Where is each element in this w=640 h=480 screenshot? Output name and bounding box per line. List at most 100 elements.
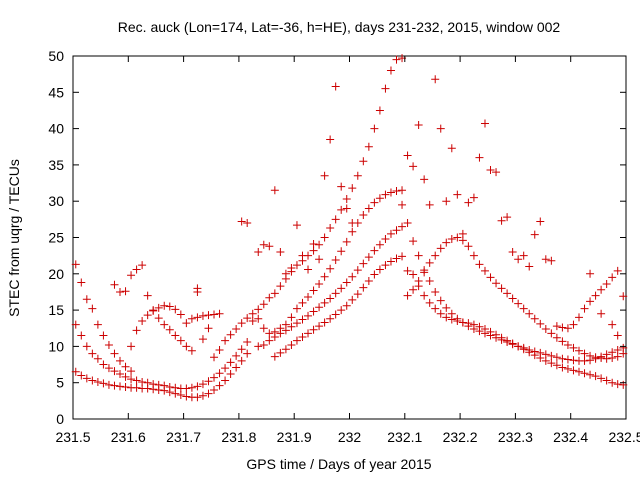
data-point-sat-b: [149, 385, 158, 394]
data-point-sat-l: [547, 351, 556, 360]
data-point-sat-c: [127, 367, 136, 376]
data-point-sat-g: [364, 142, 373, 151]
data-point-sat-n: [475, 322, 484, 331]
y-tick-label: 45: [48, 84, 64, 100]
data-point-sat-f: [160, 301, 169, 310]
data-point-sat-i: [315, 279, 324, 288]
data-point-sat-n: [563, 364, 572, 373]
data-point-sat-j: [270, 332, 279, 341]
data-point-sat-a: [77, 331, 86, 340]
data-point-sat-j: [359, 259, 368, 268]
data-point-sat-i: [353, 218, 362, 227]
data-point-sat-l: [436, 296, 445, 305]
data-point-sat-k: [281, 345, 290, 354]
data-point-sat-m: [536, 217, 545, 226]
data-point-sat-g: [337, 205, 346, 214]
data-point-sat-k: [270, 352, 279, 361]
data-point-sat-c: [99, 331, 108, 340]
data-point-sat-a: [226, 358, 235, 367]
data-point-sat-o: [508, 294, 517, 303]
data-point-sat-b: [176, 391, 185, 400]
chart-title: Rec. auck (Lon=174, Lat=-36, h=HE), days…: [118, 19, 561, 35]
data-point-sat-a: [99, 360, 108, 369]
data-point-sat-b: [99, 379, 108, 388]
data-point-sat-i: [342, 237, 351, 246]
data-point-sat-l: [409, 237, 418, 246]
data-point-sat-l: [580, 356, 589, 365]
data-point-sat-n: [586, 370, 595, 379]
data-point-sat-o: [530, 314, 539, 323]
data-point-sat-c: [121, 362, 130, 371]
y-tick-label: 15: [48, 302, 64, 318]
x-tick-label: 232.1: [387, 429, 422, 445]
data-point-sat-n: [403, 266, 412, 275]
data-point-sat-b: [198, 391, 207, 400]
data-point-sat-k: [375, 265, 384, 274]
data-point-sat-o: [492, 279, 501, 288]
data-point-sat-a: [221, 364, 230, 373]
y-tick-label: 50: [48, 48, 64, 64]
data-point-sat-n: [597, 374, 606, 383]
data-point-sat-j: [254, 342, 263, 351]
data-point-sat-n: [552, 361, 561, 370]
data-point-sat-p: [602, 279, 611, 288]
data-point-sat-g: [221, 336, 230, 345]
data-point-sat-c: [116, 356, 125, 365]
data-point-sat-m: [431, 75, 440, 84]
data-point-sat-c: [77, 278, 86, 287]
data-point-sat-k: [276, 348, 285, 357]
data-point-sat-j: [337, 284, 346, 293]
data-point-sat-h: [265, 242, 274, 251]
data-point-sat-h: [292, 221, 301, 230]
data-point-sat-n: [547, 359, 556, 368]
data-point-sat-d: [176, 336, 185, 345]
x-axis-label: GPS time / Days of year 2015: [246, 456, 431, 472]
data-point-sat-b: [237, 356, 246, 365]
data-point-sat-f: [149, 306, 158, 315]
data-point-sat-k: [326, 314, 335, 323]
data-point-sat-i: [254, 314, 263, 323]
data-point-sat-m: [414, 120, 423, 129]
x-tick-label: 232.3: [498, 429, 533, 445]
data-point-sat-i: [364, 204, 373, 213]
data-point-sat-n: [519, 345, 528, 354]
data-point-sat-b: [132, 383, 141, 392]
data-point-sat-d: [182, 342, 191, 351]
data-point-sat-c: [110, 349, 119, 358]
data-point-sat-j: [364, 253, 373, 262]
data-point-sat-m: [486, 165, 495, 174]
data-point-sat-n: [431, 304, 440, 313]
data-point-sat-g: [259, 300, 268, 309]
data-point-sat-o: [464, 242, 473, 251]
data-point-sat-k: [381, 261, 390, 270]
data-point-sat-g: [243, 314, 252, 323]
data-point-sat-b: [193, 393, 202, 402]
data-point-sat-o: [574, 346, 583, 355]
data-point-sat-o: [563, 340, 572, 349]
data-point-sat-k: [353, 290, 362, 299]
data-point-sat-o: [552, 333, 561, 342]
data-point-sat-j: [353, 266, 362, 275]
y-tick-label: 0: [56, 411, 64, 427]
x-tick-label: 232.4: [553, 429, 588, 445]
data-point-sat-o: [431, 251, 440, 260]
data-point-sat-h: [270, 186, 279, 195]
data-point-sat-a: [204, 377, 213, 386]
data-point-sat-n: [425, 298, 434, 307]
data-point-sat-o: [497, 284, 506, 293]
data-point-sat-j: [315, 303, 324, 312]
data-point-sat-n: [580, 369, 589, 378]
data-point-sat-i: [359, 210, 368, 219]
data-point-sat-a: [82, 342, 91, 351]
data-point-sat-a: [187, 383, 196, 392]
data-point-sat-d: [171, 331, 180, 340]
data-point-sat-j: [292, 319, 301, 328]
data-point-sat-k: [304, 329, 313, 338]
data-point-sat-j: [281, 326, 290, 335]
data-point-sat-j: [348, 272, 357, 281]
data-point-sat-h: [309, 240, 318, 249]
data-point-sat-a: [127, 375, 136, 384]
x-tick-label: 231.8: [221, 429, 256, 445]
data-point-sat-h: [337, 182, 346, 191]
data-point-sat-m: [403, 151, 412, 160]
